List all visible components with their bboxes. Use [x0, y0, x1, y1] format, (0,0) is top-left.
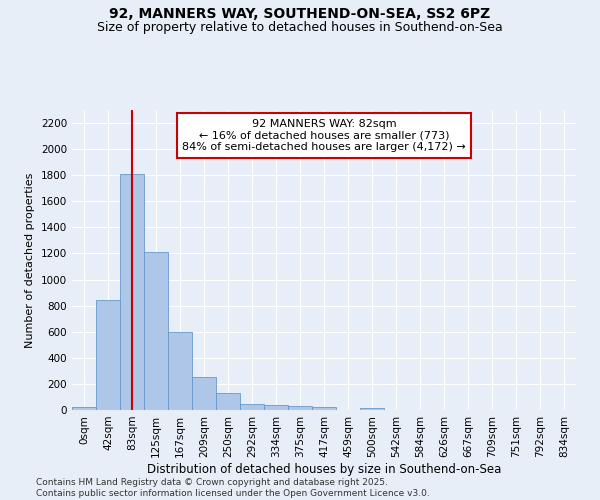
Bar: [264, 405, 288, 410]
Bar: [72, 406, 96, 410]
Bar: [144, 252, 168, 410]
Bar: [96, 300, 120, 410]
Bar: [168, 332, 192, 410]
Bar: [312, 408, 336, 410]
Bar: [120, 174, 144, 410]
Text: 92, MANNERS WAY, SOUTHEND-ON-SEA, SS2 6PZ: 92, MANNERS WAY, SOUTHEND-ON-SEA, SS2 6P…: [109, 8, 491, 22]
Bar: [360, 408, 384, 410]
Bar: [192, 376, 216, 410]
Text: Size of property relative to detached houses in Southend-on-Sea: Size of property relative to detached ho…: [97, 21, 503, 34]
Bar: [288, 406, 312, 410]
Text: Contains HM Land Registry data © Crown copyright and database right 2025.
Contai: Contains HM Land Registry data © Crown c…: [36, 478, 430, 498]
Bar: [240, 404, 264, 410]
Y-axis label: Number of detached properties: Number of detached properties: [25, 172, 35, 348]
Bar: [216, 393, 240, 410]
Text: 92 MANNERS WAY: 82sqm
← 16% of detached houses are smaller (773)
84% of semi-det: 92 MANNERS WAY: 82sqm ← 16% of detached …: [182, 119, 466, 152]
X-axis label: Distribution of detached houses by size in Southend-on-Sea: Distribution of detached houses by size …: [147, 462, 501, 475]
